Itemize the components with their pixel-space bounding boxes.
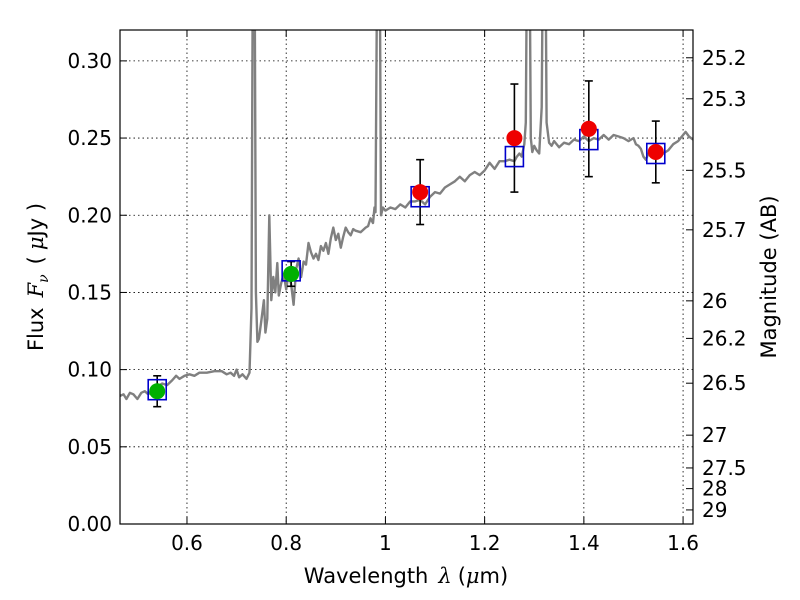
mag-tick-label: 27.5 <box>702 456 747 480</box>
photometry-point <box>283 265 300 282</box>
model-square-marker <box>147 378 168 401</box>
axis-ticks <box>120 30 693 525</box>
y-tick-label: 0.00 <box>67 512 112 536</box>
photometry-point <box>580 120 597 137</box>
y-tick-label: 0.10 <box>67 358 112 382</box>
mag-tick-label: 27 <box>702 423 727 447</box>
y-tick-label: 0.20 <box>67 203 112 227</box>
x-tick-label: 0.6 <box>171 531 203 555</box>
tick-labels: 0.6 0.8 1 1.2 1.4 1.6 0.00 0.05 0.10 0.15 0.20 0.25… <box>67 46 746 555</box>
y-axis-label: FluxFν(μJy ) <box>24 203 52 351</box>
y-tick-label: 0.05 <box>67 435 112 459</box>
y-tick-label: 0.30 <box>67 49 112 73</box>
x-tick-label: 1.2 <box>469 531 501 555</box>
mag-tick-label: 25.2 <box>702 46 747 70</box>
y-tick-label: 0.15 <box>67 280 112 304</box>
mag-tick-label: 25.3 <box>702 87 747 111</box>
x-tick-label: 1 <box>379 531 392 555</box>
y-tick-label: 0.25 <box>67 126 112 150</box>
photometry-point <box>412 184 429 201</box>
mag-tick-label: 25.5 <box>702 158 747 182</box>
x-tick-label: 1.4 <box>568 531 600 555</box>
model-square-marker <box>504 145 525 168</box>
mag-tick-label: 26 <box>702 289 727 313</box>
x-tick-label: 1.6 <box>667 531 699 555</box>
y2-axis-label: Magnitude (AB) <box>757 195 781 358</box>
photometry-point <box>506 130 523 147</box>
mag-tick-label: 29 <box>702 498 727 522</box>
x-tick-label: 0.8 <box>270 531 302 555</box>
mag-tick-label: 25.7 <box>702 218 747 242</box>
mag-tick-label: 26.5 <box>702 371 747 395</box>
mag-tick-label: 28 <box>702 477 727 501</box>
model-square-marker <box>645 142 666 165</box>
photometry-point <box>149 383 166 400</box>
spectrum-line <box>120 30 693 401</box>
plot-area <box>120 30 693 408</box>
plot-frame <box>119 29 694 525</box>
x-axis-label: Wavelength λ (μm) <box>304 564 508 588</box>
photometry-point <box>647 143 664 160</box>
mag-tick-label: 26.2 <box>702 326 747 350</box>
